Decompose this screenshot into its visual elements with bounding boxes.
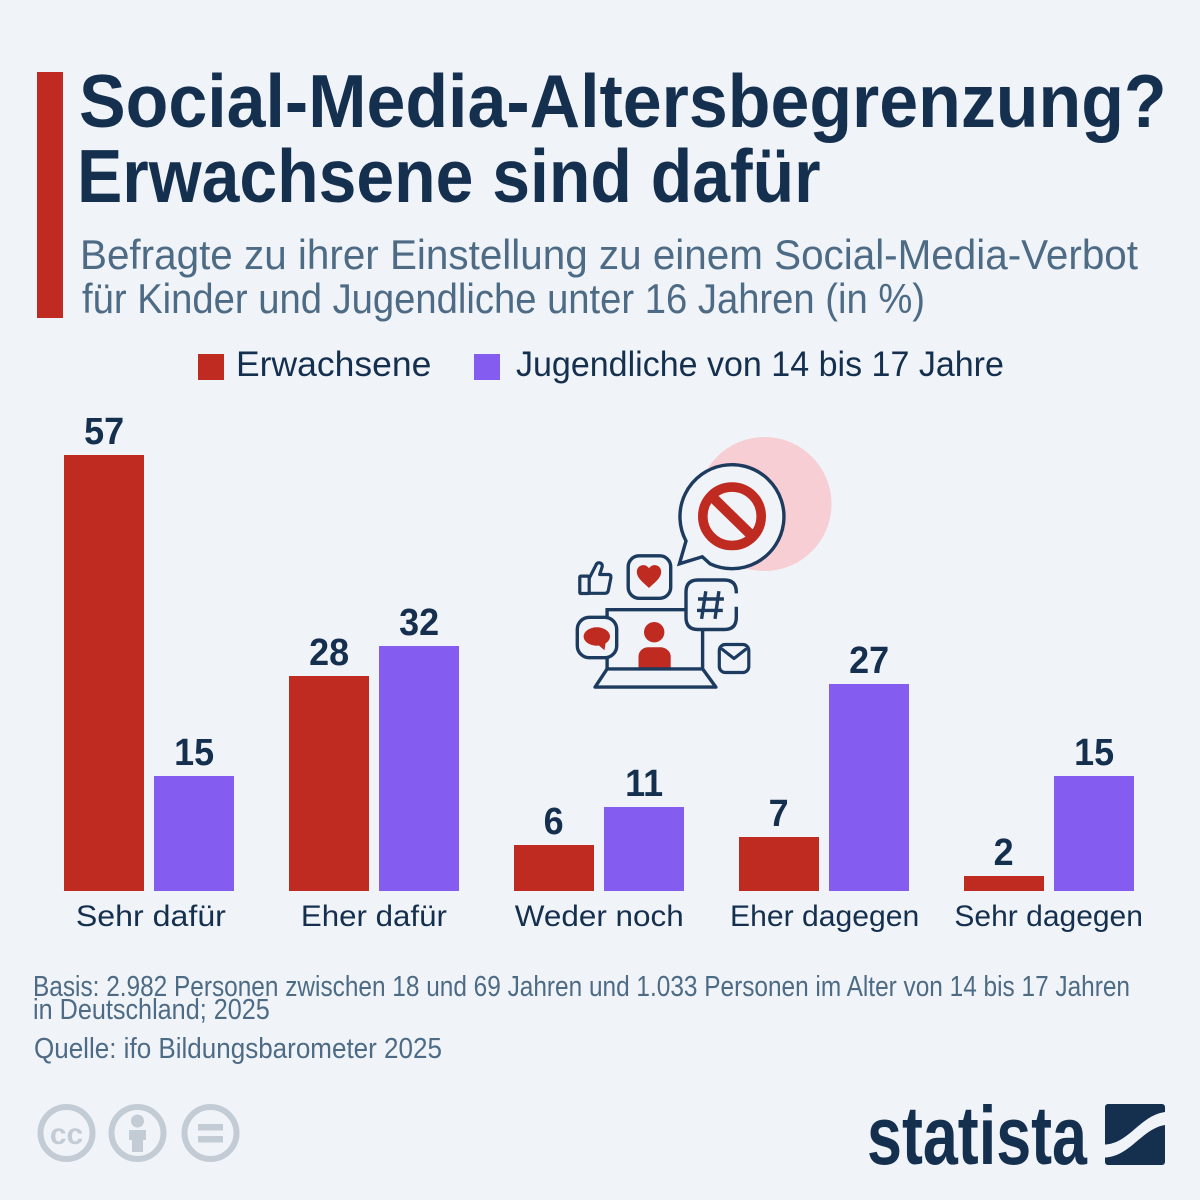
svg-text:cc: cc — [50, 1118, 83, 1151]
